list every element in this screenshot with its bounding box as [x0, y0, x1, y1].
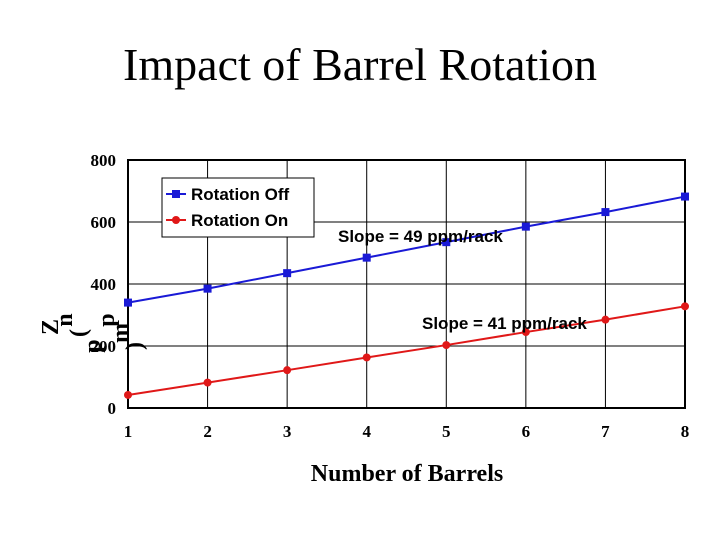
- x-tick-label: 1: [124, 422, 133, 441]
- y-axis-title-glyph: n: [52, 313, 78, 326]
- data-point-rotation-on: [124, 390, 132, 399]
- plot-frame: [127, 159, 686, 409]
- legend-label-rotation-on: Rotation On: [191, 211, 288, 230]
- y-axis-title-glyph: p: [94, 313, 120, 326]
- x-tick-label: 4: [362, 422, 371, 441]
- legend-marker-rotation-off: [172, 190, 180, 198]
- data-point-rotation-off: [283, 269, 292, 278]
- series-line-rotation-off: [127, 195, 686, 304]
- x-axis-title: Number of Barrels: [311, 461, 503, 487]
- y-tick-label: 800: [91, 151, 117, 170]
- data-point-rotation-off: [521, 222, 530, 231]
- data-point-rotation-off: [203, 284, 212, 293]
- y-tick-label: 600: [91, 213, 117, 232]
- legend: Rotation Off Rotation On: [161, 177, 315, 238]
- series-lines: [124, 192, 689, 399]
- y-axis-title-glyph: (: [66, 329, 92, 337]
- x-tick-label: 3: [283, 422, 292, 441]
- y-axis-title-glyph: ): [122, 342, 148, 350]
- data-point-rotation-off: [362, 253, 371, 262]
- data-point-rotation-off: [442, 238, 451, 247]
- y-tick-label: 200: [91, 337, 117, 356]
- gridlines: [128, 160, 685, 408]
- data-point-rotation-off: [124, 298, 132, 307]
- y-axis-title-glyph: m: [108, 323, 134, 343]
- data-point-rotation-on: [203, 378, 212, 387]
- slope-annotation-rotation-off: Slope = 49 ppm/rack: [338, 227, 503, 246]
- series-line-rotation-on: [127, 305, 686, 396]
- legend-label-rotation-off: Rotation Off: [191, 185, 290, 204]
- y-axis-title: Zn(ppm): [38, 313, 148, 352]
- y-axis-title-glyph: Z: [38, 319, 64, 335]
- slide-title: Impact of Barrel Rotation: [123, 39, 597, 90]
- data-point-rotation-on: [601, 315, 610, 324]
- data-point-rotation-on: [681, 302, 689, 311]
- data-point-rotation-on: [442, 341, 451, 350]
- data-point-rotation-off: [601, 208, 610, 217]
- x-tick-label: 2: [203, 422, 212, 441]
- legend-marker-rotation-on: [172, 216, 180, 224]
- x-tick-label: 7: [601, 422, 610, 441]
- slope-annotation-rotation-on: Slope = 41 ppm/rack: [422, 314, 587, 333]
- data-point-rotation-on: [283, 366, 292, 375]
- tick-labels: 0 200 400 600 800 1 2 3 4 5 6 7 8: [91, 151, 690, 441]
- data-point-rotation-on: [362, 353, 371, 362]
- x-tick-label: 5: [442, 422, 451, 441]
- x-tick-label: 8: [681, 422, 690, 441]
- data-point-rotation-off: [681, 192, 689, 201]
- data-point-rotation-on: [521, 328, 530, 337]
- y-tick-label: 400: [91, 275, 117, 294]
- y-tick-label: 0: [108, 399, 117, 418]
- legend-box: [161, 177, 315, 238]
- y-axis-title-glyph: p: [80, 339, 106, 352]
- x-tick-label: 6: [522, 422, 531, 441]
